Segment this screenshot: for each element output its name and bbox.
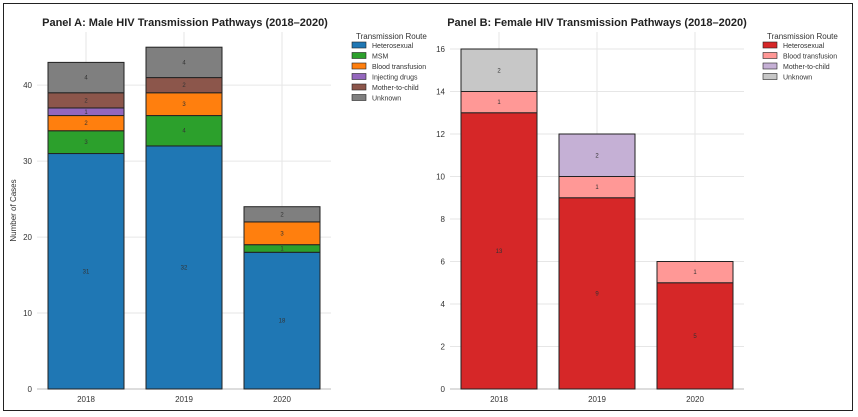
legend-title: Transmission Route [356,32,427,41]
bar-value-label: 1 [84,110,88,116]
bar-value-label: 2 [182,83,186,89]
chart-canvas: Panel A: Male HIV Transmission Pathways … [9,17,838,404]
x-tick-label: 2019 [588,395,606,404]
legend-label: Unknown [372,96,401,103]
y-tick-label: 8 [441,215,446,224]
bar-value-label: 2 [497,68,501,74]
bar-value-label: 2 [84,98,88,104]
bar-value-label: 1 [595,185,599,191]
bar-value-label: 3 [182,102,186,108]
bar-value-label: 13 [496,249,503,255]
legend-label: Mother-to-child [372,85,419,92]
bar-segment [656,282,734,390]
bar-value-label: 1 [280,246,284,252]
y-tick-label: 30 [23,157,32,166]
y-tick-label: 0 [441,385,446,394]
bar-segment [460,48,538,92]
bar-segment [47,153,125,390]
legend-swatch [762,41,778,49]
bar-value-label: 31 [83,269,90,275]
bar-segment [460,112,538,390]
legend-label: Injecting drugs [372,75,418,82]
figure-frame: Panel A: Male HIV Transmission Pathways … [3,3,853,411]
y-tick-label: 2 [441,343,446,352]
bar-value-label: 3 [84,140,88,146]
legend-label: Mother-to-child [783,64,830,71]
legend-swatch [351,52,367,59]
legend: Transmission Route Heterosexual MSM Blood t… [351,32,427,103]
legend-label: Heterosexual [783,43,825,50]
bar-value-label: 5 [693,334,697,340]
y-axis-label: Number of Cases [9,179,18,241]
y-tick-label: 16 [436,45,445,54]
bar-segment [558,133,636,177]
bar-value-label: 18 [279,319,286,325]
panel-b: Panel B: Female HIV Transmission Pathway… [436,17,838,404]
y-tick-label: 12 [436,130,445,139]
chart-title: Panel A: Male HIV Transmission Pathways … [42,17,328,29]
legend-label: Unknown [783,75,812,82]
bar-segment [145,46,223,79]
bar-value-label: 4 [84,76,88,82]
legend-swatch [351,73,367,80]
bar-value-label: 9 [595,291,599,297]
legend-swatch [762,73,778,80]
bar-segment [243,206,321,223]
legend-title: Transmission Route [767,32,838,41]
legend-swatch [351,41,367,49]
bar-segment [243,251,321,390]
bar-value-label: 1 [497,100,501,106]
y-tick-label: 0 [28,385,33,394]
panel-a: Panel A: Male HIV Transmission Pathways … [9,17,427,404]
legend-swatch [762,62,778,70]
legend-label: Blood transfusion [783,54,837,61]
y-tick-label: 40 [23,81,32,90]
bar-segment [558,197,636,390]
y-tick-label: 10 [23,309,32,318]
bar-value-label: 2 [595,153,599,159]
bar-value-label: 2 [280,212,284,218]
x-tick-label: 2020 [273,395,291,404]
bar-value-label: 4 [182,60,186,66]
bar-segment [656,261,734,284]
bar-value-label: 3 [280,231,284,237]
bar-segment [145,115,223,147]
legend-label: MSM [372,54,389,61]
legend-label: Heterosexual [372,43,414,50]
x-tick-label: 2020 [686,395,704,404]
x-tick-label: 2018 [490,395,508,404]
legend-swatch [351,83,367,91]
bar-value-label: 1 [693,270,697,276]
legend-swatch [351,94,367,101]
bar-value-label: 2 [84,121,88,127]
y-tick-label: 10 [436,173,445,182]
bar-segment [145,145,223,390]
legend-swatch [762,52,778,59]
legend-swatch [351,62,367,70]
bar-segment [47,61,125,94]
chart-title: Panel B: Female HIV Transmission Pathway… [447,17,747,29]
legend: Transmission Route Heterosexual Blood tran… [762,32,838,82]
legend-label: Blood transfusion [372,64,426,71]
y-tick-label: 14 [436,88,445,97]
x-tick-label: 2018 [77,395,95,404]
x-tick-label: 2019 [175,395,193,404]
bar-value-label: 32 [181,265,188,271]
y-tick-label: 6 [441,258,446,267]
y-tick-label: 20 [23,233,32,242]
bar-value-label: 4 [182,129,186,135]
y-tick-label: 4 [441,300,446,309]
